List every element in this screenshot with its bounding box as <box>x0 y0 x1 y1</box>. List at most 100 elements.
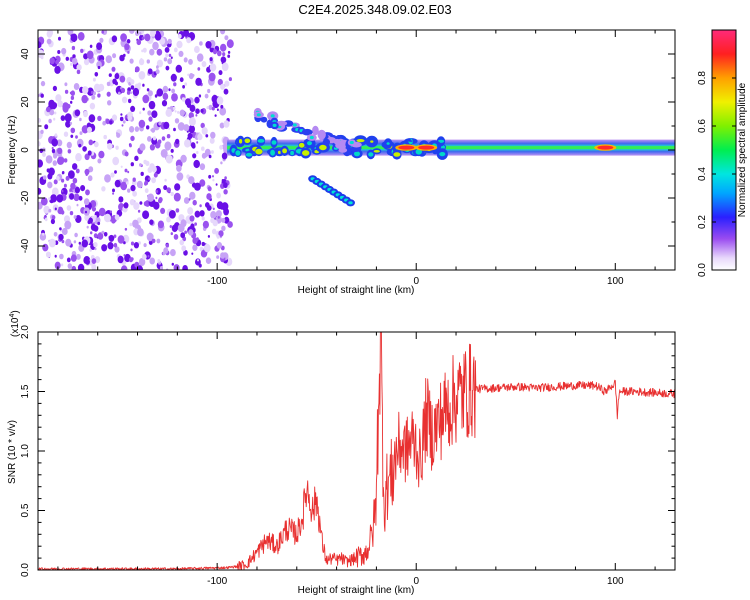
noise-blob <box>130 241 135 246</box>
noise-blob <box>38 41 42 49</box>
bottom-xtick-label: -100 <box>207 576 227 587</box>
lower-branch-core <box>348 201 353 205</box>
noise-blob <box>72 163 78 170</box>
colorbar-tick-label: 0.2 <box>697 215 708 229</box>
noise-blob <box>81 125 89 134</box>
noise-blob <box>54 254 57 258</box>
noise-blob <box>139 143 146 151</box>
noise-blob <box>146 88 150 92</box>
noise-blob <box>49 109 55 116</box>
snr-series-line <box>38 332 675 570</box>
noise-blob <box>55 175 60 181</box>
noise-blob <box>201 241 205 247</box>
noise-blob <box>115 145 119 150</box>
noise-blob <box>55 59 59 65</box>
noise-blob <box>147 68 153 75</box>
noise-blob <box>212 175 214 178</box>
trace-blob-inner <box>277 150 281 155</box>
trace-blob-inner <box>239 139 243 144</box>
noise-blob <box>96 61 102 68</box>
noise-blob <box>53 117 56 121</box>
noise-blob <box>134 66 140 73</box>
noise-blob <box>87 175 93 182</box>
noise-blob <box>109 210 112 214</box>
noise-blob <box>124 227 128 231</box>
noise-blob <box>168 127 171 130</box>
noise-blob <box>224 176 227 180</box>
trace-blob-inner <box>393 152 401 157</box>
noise-blob <box>106 91 111 97</box>
noise-blob <box>207 235 210 238</box>
noise-blob <box>56 139 63 147</box>
noise-blob <box>170 191 174 197</box>
noise-blob <box>77 263 85 270</box>
noise-blob <box>69 193 75 200</box>
noise-blob <box>76 64 82 71</box>
noise-blob <box>221 217 226 223</box>
noise-blob <box>155 187 161 195</box>
noise-blob <box>91 94 96 100</box>
upper-branch-blob <box>317 129 326 140</box>
noise-blob <box>171 88 176 94</box>
bottom-ytick-label: 1.0 <box>20 444 31 458</box>
upper-branch-blob <box>350 145 362 152</box>
noise-blob <box>130 162 134 167</box>
noise-blob <box>69 211 74 216</box>
noise-blob <box>147 136 152 142</box>
noise-blob <box>208 104 213 111</box>
noise-blob <box>138 258 146 266</box>
noise-blob <box>114 214 120 221</box>
noise-blob <box>61 239 65 244</box>
noise-blob <box>196 150 199 155</box>
noise-blob <box>57 100 63 108</box>
trace-blob-inner <box>270 149 275 156</box>
noise-blob <box>84 153 90 161</box>
noise-blob <box>223 208 230 216</box>
noise-blob <box>78 195 83 201</box>
noise-blob <box>177 122 185 131</box>
noise-blob <box>206 106 209 110</box>
noise-blob <box>177 33 182 39</box>
noise-blob <box>137 82 142 87</box>
noise-blob <box>151 238 156 244</box>
noise-blob <box>217 78 223 86</box>
noise-blob <box>182 30 190 37</box>
noise-blob <box>179 109 185 117</box>
noise-blob <box>75 215 82 223</box>
noise-blob <box>227 54 231 58</box>
noise-blob <box>81 94 88 104</box>
noise-blob <box>38 187 42 195</box>
noise-blob <box>73 215 77 219</box>
noise-blob <box>220 30 226 35</box>
noise-blob <box>114 179 121 188</box>
noise-blob <box>107 100 112 106</box>
noise-blob <box>76 253 81 260</box>
top-ytick-label: -40 <box>20 238 31 253</box>
noise-blob <box>152 136 157 141</box>
noise-blob <box>221 179 224 182</box>
colorbar-tick-label: 0.4 <box>697 167 708 181</box>
upper-branch-core <box>309 135 314 140</box>
noise-blob <box>97 115 102 122</box>
noise-blob <box>170 232 173 236</box>
noise-blob <box>207 88 211 94</box>
noise-blob <box>218 70 223 76</box>
peak-core <box>398 145 415 150</box>
noise-blob <box>194 45 200 54</box>
trace-blob-inner <box>370 140 374 143</box>
noise-blob <box>203 243 211 253</box>
echo-traces <box>227 107 675 207</box>
noise-blob <box>71 45 76 51</box>
noise-blob <box>174 118 180 124</box>
noise-blob <box>42 243 49 252</box>
noise-blob <box>130 135 135 142</box>
noise-blob <box>195 77 202 86</box>
noise-blob <box>97 221 101 226</box>
noise-blob <box>171 262 174 266</box>
bottom-ytick-label: 2.0 <box>20 325 31 339</box>
noise-blob <box>46 168 50 173</box>
noise-blob <box>175 138 180 145</box>
bottom-ytick-label: 0.5 <box>20 503 31 517</box>
noise-blob <box>192 74 195 77</box>
